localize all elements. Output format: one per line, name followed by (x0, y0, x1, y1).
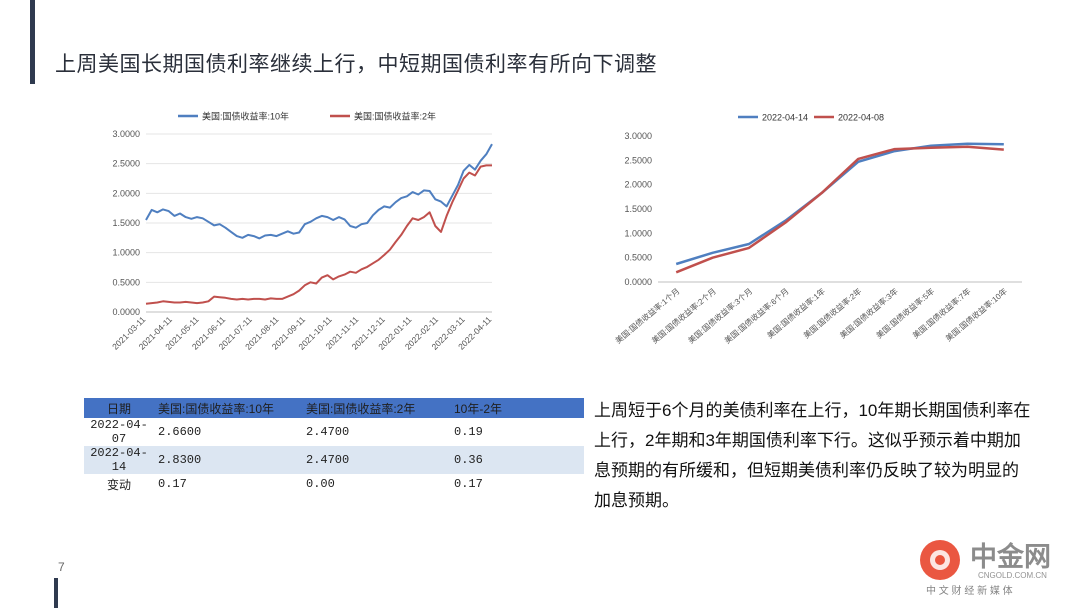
series-line-2y (145, 164, 492, 305)
y-tick-label: 1.5000 (112, 218, 140, 228)
y-tick-label: 2.5000 (112, 159, 140, 169)
x-category-label: 美国:国债收益率:5年 (874, 286, 936, 341)
x-category-label: 美国:国债收益率:3个月 (686, 286, 754, 346)
title-accent-bar (30, 0, 35, 84)
time-series-chart: 美国:国债收益率:10年 美国:国债收益率:2年 0.0000 0.5000 1.000… (110, 111, 494, 352)
footer-accent-bar (54, 578, 58, 608)
table-cell: 0.36 (450, 446, 584, 474)
table-cell: 变动 (106, 477, 131, 492)
page-number: 7 (58, 560, 65, 574)
y-tick-label: 2.0000 (624, 180, 652, 190)
yield-curve-chart: 2022-04-14 2022-04-08 0.0000 0.5000 1.0000 1.… (613, 113, 1022, 346)
y-tick-label: 1.0000 (112, 248, 140, 258)
table-header: 美国:国债收益率:10年 (154, 398, 302, 418)
x-category-label: 美国:国债收益率:2个月 (649, 286, 717, 346)
table-header: 10年-2年 (450, 398, 584, 418)
y-tick-label: 0.0000 (624, 277, 652, 287)
logo-brand-text: 中金网 (970, 541, 1051, 572)
curve-line-2022-04-14 (675, 142, 1004, 266)
x-category-label: 美国:国债收益率:7年 (910, 286, 972, 341)
x-category-label: 美国:国债收益率:10年 (943, 286, 1009, 343)
commentary-paragraph: 上周短于6个月的美债利率在上行，10年期长期国债利率在上行，2年期和3年期国债利… (594, 401, 1031, 510)
series-line-10y (145, 143, 493, 240)
table-cell: 2022-04-14 (84, 446, 154, 474)
table-cell: 2.4700 (306, 425, 350, 439)
x-category-label: 美国:国债收益率:1个月 (613, 286, 681, 346)
table-cell: 0.17 (158, 477, 187, 491)
y-tick-label: 2.0000 (112, 188, 140, 198)
y-tick-label: 1.0000 (624, 228, 652, 238)
y-tick-label: 3.0000 (624, 131, 652, 141)
table-header: 日期 (84, 398, 154, 418)
curve-line-2022-04-08 (675, 145, 1004, 274)
legend-label: 2022-04-08 (838, 113, 884, 123)
legend-label: 美国:国债收益率:10年 (202, 111, 289, 122)
table-cell: 2.6600 (158, 425, 202, 439)
y-tick-label: 0.5000 (624, 253, 652, 263)
logo-tagline-text: 中 文 财 经 新 媒 体 (926, 584, 1013, 597)
yield-table: 日期 美国:国债收益率:10年 美国:国债收益率:2年 10年-2年 2022-… (84, 398, 584, 494)
table-cell: 2022-04-07 (90, 418, 148, 446)
table-cell: 0.00 (306, 477, 335, 491)
table-row: 2022-04-07 2.6600 2.4700 0.19 (84, 418, 584, 446)
legend-label: 2022-04-14 (762, 113, 808, 123)
table-cell: 2.4700 (302, 446, 450, 474)
x-category-label: 美国:国债收益率:1年 (765, 286, 827, 341)
table-header: 美国:国债收益率:2年 (302, 398, 450, 418)
cngold-watermark-logo: 中金网 CNGOLD.COM.CN 中 文 财 经 新 媒 体 (920, 540, 1051, 597)
y-tick-label: 1.5000 (624, 204, 652, 214)
table-row: 变动 0.17 0.00 0.17 (84, 474, 584, 494)
y-tick-label: 0.0000 (112, 307, 140, 317)
legend-label: 美国:国债收益率:2年 (354, 111, 436, 122)
y-tick-label: 3.0000 (112, 129, 140, 139)
x-category-label: 美国:国债收益率:2年 (801, 286, 863, 341)
logo-url-text: CNGOLD.COM.CN (978, 571, 1047, 580)
slide-title: 上周美国长期国债利率继续上行，中短期国债利率有所向下调整 (55, 53, 657, 76)
x-category-label: 美国:国债收益率:3年 (838, 286, 900, 341)
table-cell: 0.17 (454, 477, 483, 491)
y-tick-label: 2.5000 (624, 155, 652, 165)
table-row: 2022-04-14 2.8300 2.4700 0.36 (84, 446, 584, 474)
table-cell: 2.8300 (154, 446, 302, 474)
table-header-row: 日期 美国:国债收益率:10年 美国:国债收益率:2年 10年-2年 (84, 398, 584, 418)
y-tick-label: 0.5000 (112, 277, 140, 287)
x-category-label: 美国:国债收益率:6个月 (722, 286, 790, 346)
table-cell: 0.19 (454, 425, 483, 439)
